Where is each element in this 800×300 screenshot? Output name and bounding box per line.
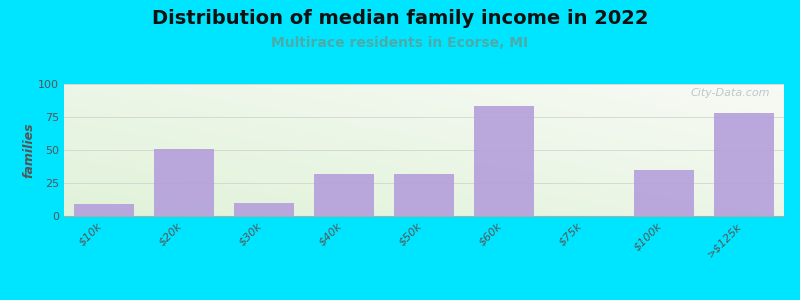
Bar bbox=[314, 174, 374, 216]
Bar bbox=[634, 170, 694, 216]
Bar bbox=[154, 149, 214, 216]
Text: City-Data.com: City-Data.com bbox=[690, 88, 770, 98]
Bar bbox=[74, 204, 134, 216]
Bar bbox=[234, 203, 294, 216]
Y-axis label: families: families bbox=[22, 122, 35, 178]
Text: Distribution of median family income in 2022: Distribution of median family income in … bbox=[152, 9, 648, 28]
Bar bbox=[714, 113, 774, 216]
Bar bbox=[474, 106, 534, 216]
Text: Multirace residents in Ecorse, MI: Multirace residents in Ecorse, MI bbox=[271, 36, 529, 50]
Bar bbox=[394, 174, 454, 216]
